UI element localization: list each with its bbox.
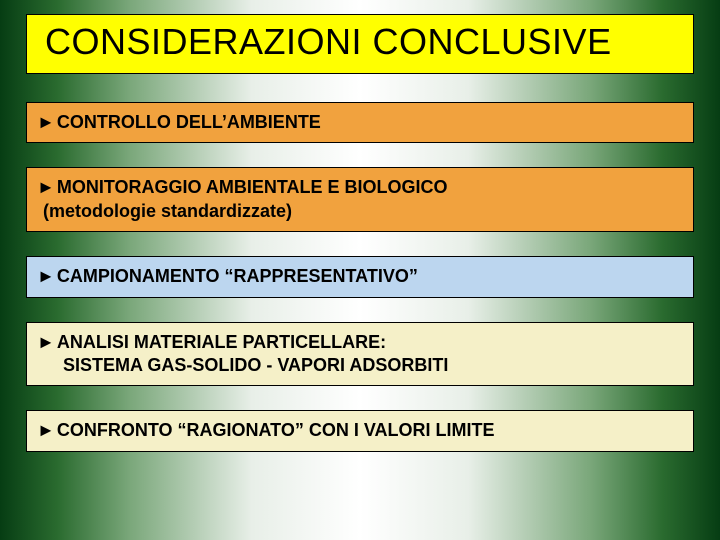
bullet-text: ANALISI MATERIALE PARTICELLARE: — [57, 332, 386, 352]
triangle-icon: ► — [37, 331, 55, 354]
slide-title: CONSIDERAZIONI CONCLUSIVE — [45, 21, 683, 63]
triangle-icon: ► — [37, 111, 55, 134]
triangle-icon: ► — [37, 419, 55, 442]
slide: CONSIDERAZIONI CONCLUSIVE ►CONTROLLO DEL… — [0, 0, 720, 540]
bullet-text: CAMPIONAMENTO “RAPPRESENTATIVO” — [57, 266, 418, 286]
bullet-subtext: SISTEMA GAS-SOLIDO - VAPORI ADSORBITI — [37, 354, 683, 377]
bullet-item-1: ►MONITORAGGIO AMBIENTALE E BIOLOGICO (me… — [26, 167, 694, 232]
bullet-text: CONTROLLO DELL’AMBIENTE — [57, 112, 321, 132]
bullet-item-3: ►ANALISI MATERIALE PARTICELLARE: SISTEMA… — [26, 322, 694, 387]
bullet-subtext: (metodologie standardizzate) — [37, 200, 683, 223]
bullet-item-0: ►CONTROLLO DELL’AMBIENTE — [26, 102, 694, 143]
bullet-item-2: ►CAMPIONAMENTO “RAPPRESENTATIVO” — [26, 256, 694, 297]
bullet-text: CONFRONTO “RAGIONATO” CON I VALORI LIMIT… — [57, 420, 495, 440]
title-box: CONSIDERAZIONI CONCLUSIVE — [26, 14, 694, 74]
triangle-icon: ► — [37, 265, 55, 288]
bullet-item-4: ►CONFRONTO “RAGIONATO” CON I VALORI LIMI… — [26, 410, 694, 451]
triangle-icon: ► — [37, 176, 55, 199]
bullet-text: MONITORAGGIO AMBIENTALE E BIOLOGICO — [57, 177, 448, 197]
